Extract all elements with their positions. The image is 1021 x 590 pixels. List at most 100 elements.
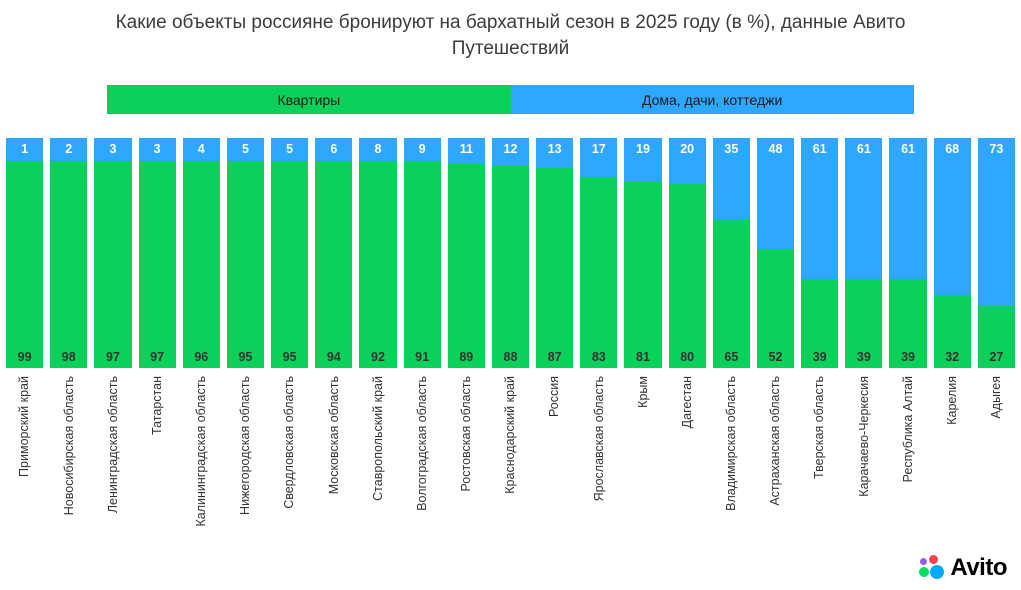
- bar-segment-houses: 2: [50, 138, 88, 162]
- bar-segment-apartments: 98: [50, 161, 88, 369]
- bar-column: 6 94 Московская область: [315, 138, 353, 527]
- bar-segment-apartments: 81: [624, 181, 662, 369]
- stacked-bar: 1 99: [6, 138, 44, 369]
- bar-segment-houses: 68: [933, 138, 971, 295]
- bar-segment-apartments: 39: [889, 278, 927, 369]
- apartments-value-label: 32: [945, 350, 960, 365]
- bar-column: 61 39 Карачаево-Черкесия: [845, 138, 883, 527]
- bar-column: 17 83 Ярославская область: [580, 138, 618, 527]
- region-label: Нижегородская область: [238, 376, 253, 516]
- region-label: Адыгея: [989, 376, 1004, 419]
- region-label: Краснодарский край: [503, 376, 518, 495]
- bar-segment-apartments: 39: [801, 278, 839, 369]
- stacked-bar: 5 95: [226, 138, 265, 369]
- bar-segment-apartments: 97: [138, 161, 176, 369]
- apartments-value-label: 87: [547, 350, 562, 365]
- bar-segment-houses: 11: [447, 138, 485, 164]
- apartments-value-label: 89: [459, 350, 474, 365]
- bar-segment-apartments: 91: [403, 161, 441, 369]
- region-label: Московская область: [326, 376, 341, 495]
- region-label: Россия: [547, 376, 562, 418]
- apartments-value-label: 95: [238, 350, 253, 365]
- chart-title: Какие объекты россияне бронируют на барх…: [115, 12, 906, 59]
- stacked-bar: 6 94: [315, 138, 353, 369]
- bar-segment-apartments: 52: [756, 248, 795, 369]
- bar-column: 61 39 Тверская область: [801, 138, 839, 527]
- apartments-value-label: 92: [371, 350, 385, 365]
- legend-item-houses: Дома, дачи, коттеджи: [510, 85, 914, 115]
- bar-segment-houses: 12: [491, 138, 530, 166]
- legend: Квартиры Дома, дачи, коттеджи: [107, 85, 914, 115]
- bar-segment-houses: 3: [94, 138, 132, 162]
- logo-dot-green: [919, 567, 930, 577]
- bar-segment-houses: 17: [580, 138, 618, 178]
- bar-segment-apartments: 39: [845, 278, 883, 369]
- stacked-bar: 13 87: [536, 138, 574, 369]
- bar-column: 20 80 Дагестан: [668, 138, 706, 527]
- apartments-value-label: 27: [989, 350, 1004, 365]
- stacked-bar: 61 39: [889, 138, 927, 369]
- apartments-value-label: 91: [415, 350, 430, 365]
- region-label: Астраханская область: [768, 376, 783, 506]
- bar-segment-houses: 20: [668, 138, 706, 185]
- region-label: Приморский край: [17, 376, 32, 478]
- region-label: Республика Алтай: [900, 376, 915, 483]
- bar-column: 13 87 Россия: [536, 138, 574, 527]
- stacked-bar: 61 39: [845, 138, 883, 369]
- region-label: Ставропольский край: [370, 376, 385, 502]
- stacked-bar: 35 65: [712, 138, 750, 369]
- stacked-bar: 20 80: [668, 138, 706, 369]
- bar-column: 9 91 Волгоградская область: [403, 138, 441, 527]
- stacked-bar: 3 97: [94, 138, 132, 369]
- bar-segment-houses: 61: [889, 138, 927, 279]
- bar-segment-houses: 13: [536, 138, 574, 169]
- bar-column: 35 65 Владимирская область: [712, 138, 750, 527]
- bar-column: 19 81 Крым: [624, 138, 662, 527]
- bar-segment-houses: 61: [845, 138, 883, 279]
- bar-segment-houses: 1: [6, 138, 44, 162]
- region-label: Тверская область: [812, 376, 827, 480]
- bar-segment-houses: 35: [712, 138, 750, 219]
- bar-column: 1 99 Приморский край: [6, 138, 44, 527]
- bar-segment-houses: 3: [138, 138, 176, 162]
- stacked-bar: 61 39: [801, 138, 839, 369]
- region-label: Ярославская область: [591, 376, 606, 502]
- stacked-bar: 12 88: [491, 138, 530, 369]
- apartments-value-label: 99: [17, 350, 32, 365]
- bar-segment-apartments: 83: [580, 177, 618, 369]
- bar-segment-apartments: 94: [315, 161, 353, 369]
- bar-column: 5 95 Свердловская область: [271, 138, 309, 527]
- apartments-value-label: 98: [61, 350, 76, 365]
- region-label: Владимирская область: [724, 376, 739, 512]
- logo-dot-purple: [920, 558, 928, 565]
- bar-segment-apartments: 97: [94, 161, 132, 369]
- bar-segment-apartments: 65: [712, 218, 750, 369]
- stacked-bar: 19 81: [624, 138, 662, 369]
- bar-segment-apartments: 88: [491, 165, 530, 369]
- stacked-bar: 11 89: [447, 138, 485, 369]
- region-label: Крым: [635, 376, 650, 409]
- region-label: Новосибирская область: [61, 376, 76, 516]
- bar-segment-apartments: 32: [933, 294, 971, 369]
- avito-logo-text: Avito: [950, 554, 1007, 581]
- bar-segment-apartments: 99: [6, 161, 44, 369]
- apartments-value-label: 81: [636, 350, 650, 365]
- bar-segment-houses: 6: [315, 138, 353, 162]
- stacked-bar: 3 97: [138, 138, 176, 369]
- bars-container: 1 99 Приморский край 2 98 Новосибирская облас…: [6, 138, 1015, 527]
- stacked-bar: 17 83: [580, 138, 618, 369]
- bar-segment-houses: 19: [624, 138, 662, 182]
- bar-column: 3 97 Ленинградская область: [94, 138, 132, 527]
- apartments-value-label: 96: [194, 350, 209, 365]
- bar-segment-apartments: 95: [226, 161, 265, 369]
- apartments-value-label: 39: [812, 350, 827, 365]
- region-label: Ростовская область: [459, 376, 474, 492]
- stacked-bar: 8 92: [359, 138, 397, 369]
- stacked-bar: 9 91: [403, 138, 441, 369]
- apartments-value-label: 95: [282, 350, 297, 365]
- bar-segment-apartments: 92: [359, 161, 397, 369]
- bar-segment-apartments: 95: [271, 161, 309, 369]
- apartments-value-label: 97: [150, 350, 165, 365]
- avito-logo-dots-icon: [919, 555, 945, 581]
